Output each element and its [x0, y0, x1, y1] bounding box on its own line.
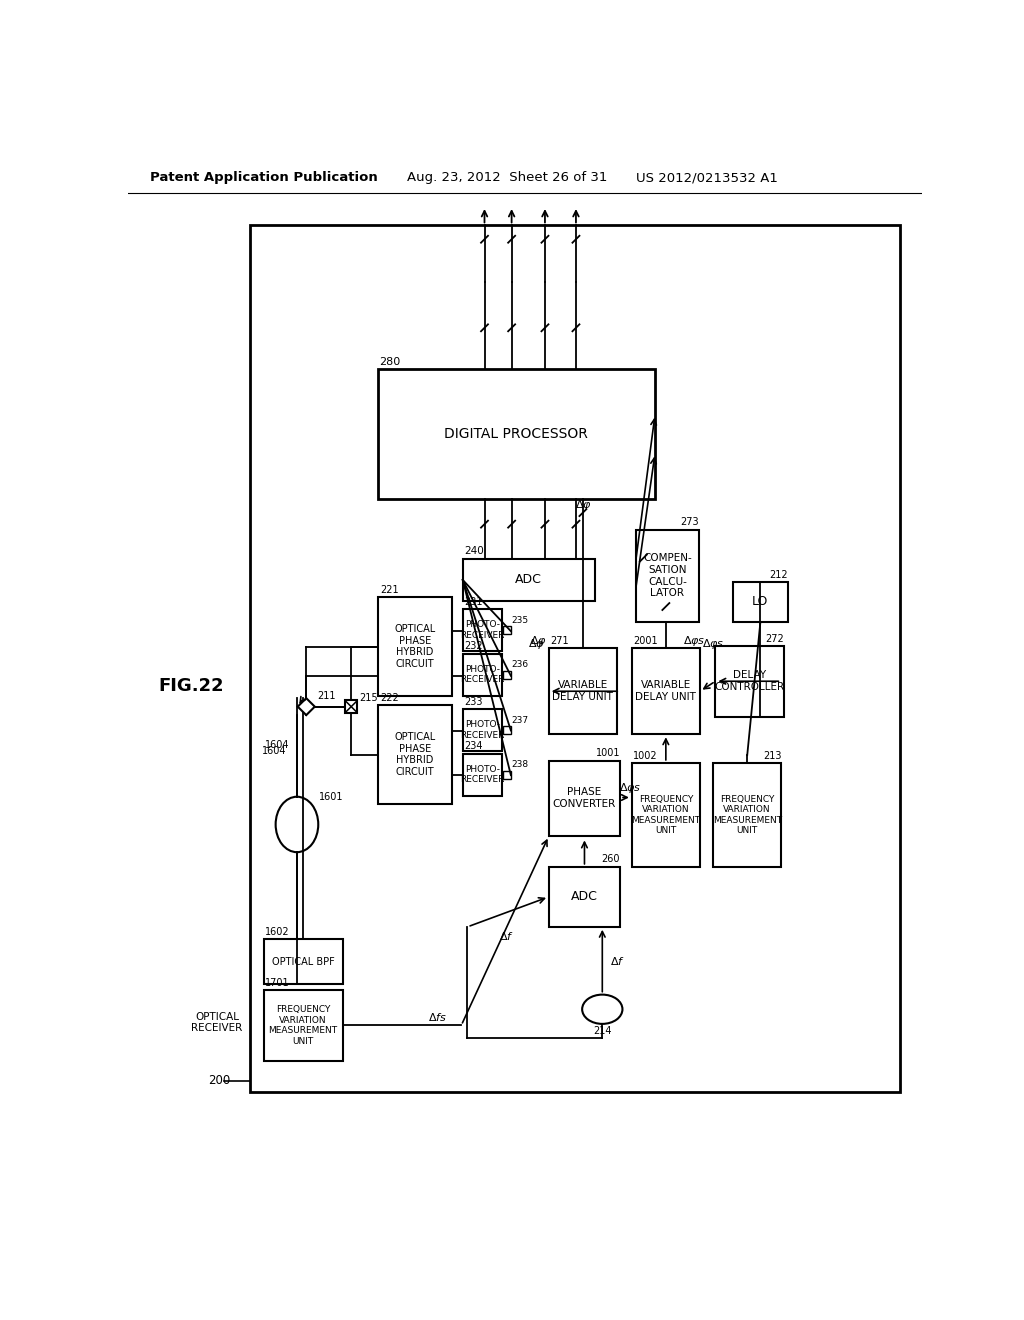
Text: $\Delta\varphi s$: $\Delta\varphi s$: [683, 634, 706, 648]
Text: PHASE
CONVERTER: PHASE CONVERTER: [553, 788, 616, 809]
Text: 273: 273: [681, 517, 699, 527]
Bar: [549, 760, 621, 836]
Text: FIG.22: FIG.22: [159, 677, 224, 694]
Text: Aug. 23, 2012  Sheet 26 of 31: Aug. 23, 2012 Sheet 26 of 31: [407, 172, 607, 185]
Text: PHOTO-
RECEIVER: PHOTO- RECEIVER: [460, 766, 505, 784]
Bar: [713, 763, 781, 867]
Text: 232: 232: [464, 642, 483, 651]
Text: $\Delta\varphi$: $\Delta\varphi$: [528, 638, 545, 651]
Bar: [463, 754, 502, 796]
Text: $\Delta\varphi$: $\Delta\varphi$: [529, 634, 547, 648]
Text: 240: 240: [464, 546, 484, 557]
Text: 236: 236: [512, 660, 528, 669]
Bar: [463, 558, 595, 601]
Text: DIGITAL PROCESSOR: DIGITAL PROCESSOR: [444, 428, 588, 441]
Text: 1601: 1601: [318, 792, 343, 803]
Text: VARIABLE
DELAY UNIT: VARIABLE DELAY UNIT: [636, 680, 696, 702]
Text: 272: 272: [765, 634, 783, 644]
Text: 233: 233: [464, 697, 483, 706]
Bar: [378, 598, 452, 696]
Text: 1001: 1001: [596, 748, 621, 758]
Text: 212: 212: [770, 570, 788, 579]
Text: DELAY
CONTROLLER: DELAY CONTROLLER: [715, 671, 784, 692]
Bar: [632, 648, 700, 734]
Text: 214: 214: [593, 1026, 611, 1036]
Text: FREQUENCY
VARIATION
MEASUREMENT
UNIT: FREQUENCY VARIATION MEASUREMENT UNIT: [268, 1006, 338, 1045]
Text: 211: 211: [317, 690, 336, 701]
Text: 1604: 1604: [262, 746, 287, 756]
Text: OPTICAL
PHASE
HYBRID
CIRCUIT: OPTICAL PHASE HYBRID CIRCUIT: [394, 624, 436, 669]
Text: ADC: ADC: [515, 573, 542, 586]
Bar: [378, 370, 655, 499]
Bar: [463, 653, 502, 696]
Bar: [549, 867, 621, 927]
Text: 1701: 1701: [265, 978, 290, 987]
Text: 215: 215: [359, 693, 378, 704]
Bar: [463, 609, 502, 651]
Bar: [503, 626, 511, 634]
Text: $\Delta fs$: $\Delta fs$: [428, 1011, 447, 1023]
Text: 1604: 1604: [264, 741, 289, 750]
Bar: [463, 709, 502, 751]
Bar: [636, 529, 699, 622]
Ellipse shape: [583, 995, 623, 1024]
Text: OPTICAL BPF: OPTICAL BPF: [271, 957, 335, 966]
Text: ADC: ADC: [571, 890, 598, 903]
Text: 231: 231: [464, 597, 483, 607]
Bar: [549, 648, 617, 734]
Text: FREQUENCY
VARIATION
MEASUREMENT
UNIT: FREQUENCY VARIATION MEASUREMENT UNIT: [631, 795, 700, 836]
Text: 222: 222: [380, 693, 398, 702]
Text: 235: 235: [512, 615, 528, 624]
Bar: [732, 582, 788, 622]
Text: 238: 238: [512, 760, 528, 770]
Text: PHOTO-
RECEIVER: PHOTO- RECEIVER: [460, 721, 505, 739]
Bar: [503, 671, 511, 678]
Ellipse shape: [275, 797, 318, 853]
Text: 260: 260: [602, 854, 621, 865]
Text: LO: LO: [753, 595, 769, 609]
Text: COMPEN-
SATION
CALCU-
LATOR: COMPEN- SATION CALCU- LATOR: [643, 553, 692, 598]
Text: $\Delta\varphi$: $\Delta\varphi$: [574, 498, 591, 512]
Text: OPTICAL
PHASE
HYBRID
CIRCUIT: OPTICAL PHASE HYBRID CIRCUIT: [394, 733, 436, 776]
Text: 2001: 2001: [633, 636, 658, 645]
Text: $\Delta\varphi s$: $\Delta\varphi s$: [702, 638, 725, 651]
Bar: [503, 771, 511, 779]
Text: $\Delta f$: $\Delta f$: [499, 931, 514, 942]
Text: US 2012/0213532 A1: US 2012/0213532 A1: [636, 172, 777, 185]
Text: 234: 234: [464, 742, 483, 751]
Text: OPTICAL
RECEIVER: OPTICAL RECEIVER: [191, 1011, 243, 1034]
Text: PHOTO-
RECEIVER: PHOTO- RECEIVER: [460, 620, 505, 640]
Bar: [378, 705, 452, 804]
Text: 221: 221: [380, 585, 398, 595]
Text: 1602: 1602: [265, 927, 290, 937]
Polygon shape: [298, 698, 314, 715]
Bar: [263, 990, 343, 1061]
Text: Patent Application Publication: Patent Application Publication: [150, 172, 378, 185]
Text: 271: 271: [550, 636, 569, 645]
Text: FREQUENCY
VARIATION
MEASUREMENT
UNIT: FREQUENCY VARIATION MEASUREMENT UNIT: [713, 795, 781, 836]
Text: 200: 200: [208, 1074, 230, 1088]
Text: VARIABLE
DELAY UNIT: VARIABLE DELAY UNIT: [553, 680, 613, 702]
Text: 1002: 1002: [633, 751, 658, 760]
Bar: [251, 226, 900, 1092]
Bar: [716, 645, 783, 717]
Text: PHOTO-
RECEIVER: PHOTO- RECEIVER: [460, 665, 505, 684]
Text: 280: 280: [379, 358, 400, 367]
Text: 213: 213: [763, 751, 781, 760]
Bar: [263, 940, 343, 983]
Bar: [345, 701, 357, 713]
Text: $\Delta\varphi s$: $\Delta\varphi s$: [618, 781, 641, 795]
Text: 237: 237: [512, 715, 528, 725]
Bar: [632, 763, 700, 867]
Text: $\Delta f$: $\Delta f$: [610, 954, 625, 966]
Bar: [503, 726, 511, 734]
